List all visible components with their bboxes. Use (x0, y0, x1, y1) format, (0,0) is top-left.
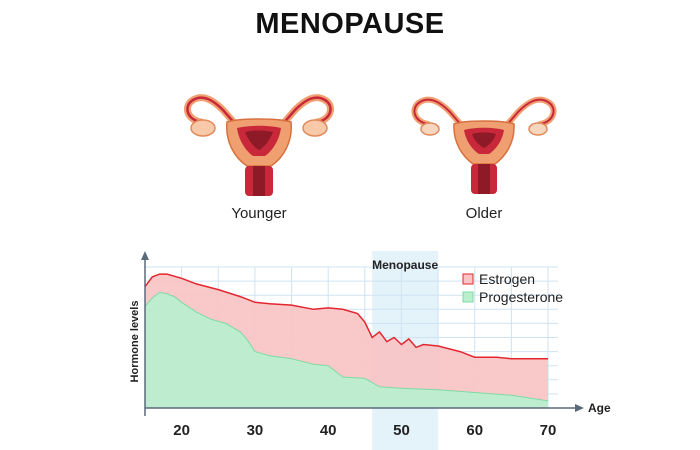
hormone-chart: 20 30 40 50 60 70 Age Hormone levels Menopause E… (129, 251, 611, 450)
page-title: MENOPAUSE (255, 8, 445, 40)
x-tick-label: 70 (540, 422, 557, 439)
x-axis-arrow-icon (575, 404, 584, 412)
estrogen-line (144, 273, 548, 360)
progesterone-area (145, 292, 548, 408)
legend-label: Estrogen (479, 271, 535, 287)
uterus-old-shape (411, 96, 557, 194)
older-caption: Older (465, 205, 503, 222)
x-tick-label: 60 (466, 422, 483, 439)
uterus-young-shape (183, 94, 335, 196)
y-axis-label: Hormone levels (129, 301, 141, 383)
x-tick-label: 30 (247, 422, 264, 439)
menopause-band-label: Menopause (372, 258, 438, 272)
legend-swatch (462, 273, 474, 285)
y-axis-arrow-icon (141, 251, 149, 260)
x-tick-label: 20 (173, 422, 190, 439)
x-axis-label: Age (588, 401, 611, 415)
x-tick-label: 40 (320, 422, 337, 439)
progesterone-line (144, 291, 549, 402)
uterus-old-icon (404, 92, 564, 207)
x-tick-label: 50 (393, 422, 410, 439)
uterus-young-icon (179, 92, 339, 207)
legend-label: Progesterone (479, 289, 563, 305)
younger-caption: Younger (231, 205, 287, 222)
legend-swatch (462, 291, 474, 303)
